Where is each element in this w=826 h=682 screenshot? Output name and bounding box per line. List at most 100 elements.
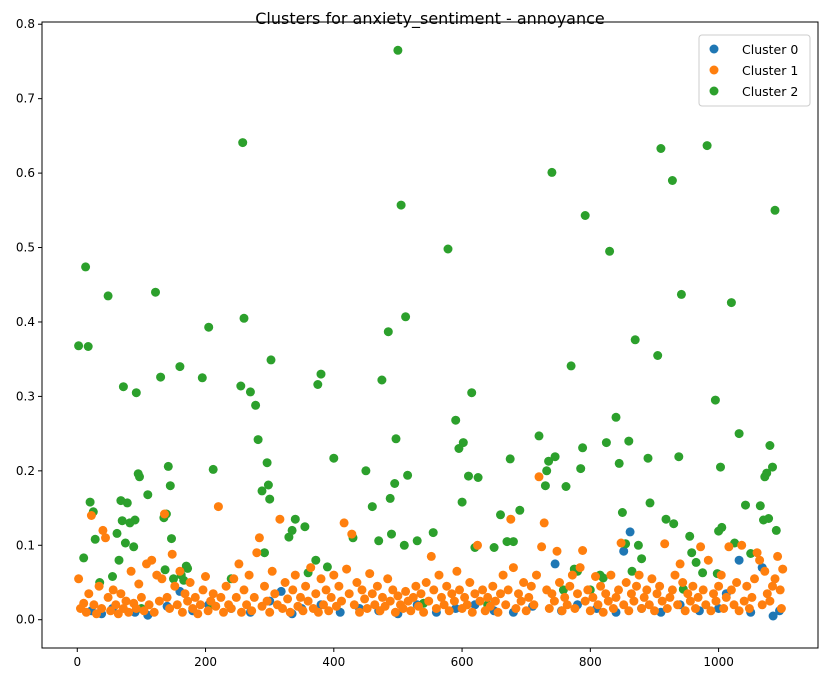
data-point: [670, 570, 680, 580]
data-point: [84, 589, 94, 599]
data-point: [263, 480, 273, 490]
data-point: [257, 486, 267, 496]
x-tick-label: 1000: [703, 655, 734, 669]
data-point: [726, 298, 736, 308]
data-point: [475, 596, 485, 606]
data-point: [549, 596, 559, 606]
data-point: [503, 585, 513, 595]
data-point: [532, 570, 541, 580]
data-point: [521, 606, 531, 616]
data-point: [467, 607, 477, 617]
data-point: [534, 431, 544, 441]
data-point: [493, 607, 503, 617]
data-point: [242, 600, 252, 610]
data-point: [311, 555, 321, 565]
data-point: [619, 546, 629, 556]
y-tick-label: 0.8: [16, 17, 35, 31]
data-point: [126, 566, 136, 576]
data-point: [421, 578, 431, 587]
data-point: [473, 540, 482, 550]
data-point: [396, 200, 406, 210]
data-point: [262, 596, 272, 606]
data-point: [683, 589, 693, 599]
data-point: [134, 579, 144, 589]
y-tick-label: 0.7: [16, 92, 35, 106]
data-point: [750, 574, 759, 584]
data-point: [473, 473, 483, 482]
data-point: [408, 592, 418, 602]
legend-label: Cluster 2: [742, 84, 798, 99]
x-tick-label: 800: [579, 655, 602, 669]
data-point: [506, 514, 516, 524]
data-point: [169, 574, 178, 584]
data-point: [203, 606, 213, 616]
data-point: [540, 481, 550, 491]
data-point: [744, 604, 754, 613]
data-point: [172, 600, 182, 610]
x-tick-label: 200: [194, 655, 217, 669]
data-point: [122, 498, 132, 508]
data-point: [555, 578, 564, 587]
data-point: [660, 539, 670, 549]
data-point: [367, 589, 377, 599]
data-point: [642, 585, 652, 595]
data-point: [216, 592, 226, 602]
data-point: [322, 562, 332, 572]
data-point: [387, 529, 396, 539]
data-point: [349, 600, 359, 610]
data-point: [383, 574, 393, 584]
data-point: [709, 589, 718, 599]
data-point: [253, 435, 263, 445]
data-point: [739, 596, 749, 606]
data-point: [742, 581, 752, 591]
legend: Cluster 0 Cluster 1 Cluster 2: [698, 34, 811, 107]
data-point: [685, 531, 695, 541]
data-point: [693, 592, 703, 602]
legend-marker: [709, 65, 719, 75]
data-point: [167, 534, 176, 544]
data-point: [339, 518, 349, 528]
data-point: [703, 555, 713, 565]
data-point: [412, 536, 422, 546]
data-point: [573, 589, 582, 599]
data-point: [393, 591, 403, 601]
data-point: [193, 609, 203, 619]
data-point: [298, 606, 308, 616]
data-point: [633, 540, 643, 550]
data-point: [591, 572, 600, 581]
data-point: [334, 581, 344, 591]
legend-marker: [709, 86, 719, 96]
data-point: [514, 589, 523, 599]
data-point: [365, 569, 375, 579]
data-point: [762, 589, 772, 599]
data-point: [147, 555, 157, 565]
data-point: [226, 604, 236, 613]
data-point: [238, 138, 248, 148]
data-point: [488, 581, 498, 591]
data-point: [287, 525, 297, 535]
data-point: [778, 564, 788, 574]
data-point: [175, 362, 185, 372]
data-point: [496, 589, 505, 599]
data-point: [588, 592, 598, 602]
data-point: [687, 548, 697, 558]
data-point: [211, 601, 221, 611]
data-point: [79, 598, 89, 608]
data-point: [251, 400, 261, 410]
data-point: [385, 493, 395, 503]
data-point: [131, 388, 141, 398]
data-point: [434, 570, 444, 580]
data-point: [567, 570, 577, 580]
data-point: [716, 570, 726, 580]
data-point: [596, 581, 606, 591]
data-point: [429, 585, 439, 595]
data-point: [537, 542, 547, 552]
data-point: [355, 607, 364, 617]
data-point: [329, 570, 339, 580]
data-point: [391, 434, 401, 444]
data-point: [117, 516, 127, 526]
data-point: [673, 600, 683, 610]
data-point: [611, 412, 621, 422]
data-point: [406, 606, 416, 616]
data-point: [529, 600, 539, 610]
